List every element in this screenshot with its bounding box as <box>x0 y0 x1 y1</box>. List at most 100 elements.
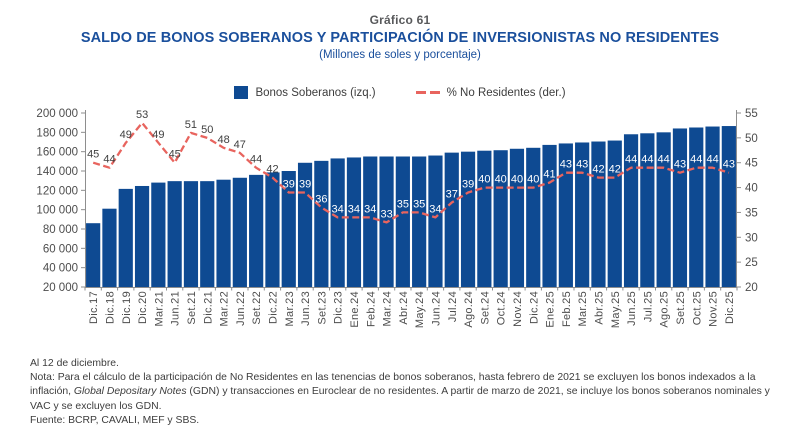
svg-text:20: 20 <box>745 282 758 294</box>
svg-text:Set.23: Set.23 <box>316 291 328 325</box>
svg-text:39: 39 <box>299 179 311 191</box>
svg-text:Mar.23: Mar.23 <box>284 291 296 326</box>
svg-text:Mar.21: Mar.21 <box>153 291 165 326</box>
svg-text:Dic.23: Dic.23 <box>333 291 345 324</box>
svg-text:Oct.24: Oct.24 <box>496 291 508 325</box>
svg-text:42: 42 <box>592 164 604 176</box>
chart-legend: Bonos Soberanos (izq.) % No Residentes (… <box>0 86 800 99</box>
svg-text:Set.21: Set.21 <box>186 291 198 325</box>
chart-number: Gráfico 61 <box>369 13 431 27</box>
svg-text:45: 45 <box>745 158 758 170</box>
svg-text:33: 33 <box>380 208 392 220</box>
svg-text:44: 44 <box>625 154 637 166</box>
svg-text:45: 45 <box>87 149 99 161</box>
svg-text:Jul.25: Jul.25 <box>642 291 654 322</box>
svg-text:34: 34 <box>429 203 441 215</box>
svg-text:Jun.21: Jun.21 <box>170 291 182 326</box>
svg-text:Feb.24: Feb.24 <box>365 291 377 327</box>
svg-text:May.25: May.25 <box>610 291 622 328</box>
footnotes: Al 12 de diciembre. Nota: Para el cálcul… <box>30 357 780 428</box>
svg-text:44: 44 <box>250 154 262 166</box>
source-note: Fuente: BCRP, CAVALI, MEF y SBS. <box>30 414 200 426</box>
line-series-dash-icon <box>415 91 440 94</box>
legend-item-line: % No Residentes (der.) <box>415 86 566 99</box>
right-axis-labels: 55 50 45 40 35 30 25 20 <box>737 108 758 294</box>
note-text-after: (GDN) y transacciones en Euroclear de no… <box>30 386 770 412</box>
svg-text:Dic.25: Dic.25 <box>724 291 736 324</box>
legend-line-label: % No Residentes (der.) <box>446 86 566 99</box>
svg-text:37: 37 <box>446 189 458 201</box>
svg-text:43: 43 <box>560 159 572 171</box>
svg-text:34: 34 <box>331 203 343 215</box>
svg-text:Dic.24: Dic.24 <box>528 291 540 324</box>
svg-text:Jun.25: Jun.25 <box>626 291 638 326</box>
asof-note: Al 12 de diciembre. <box>30 358 119 369</box>
svg-text:Dic.18: Dic.18 <box>104 291 116 324</box>
svg-text:40: 40 <box>527 174 539 186</box>
svg-text:35: 35 <box>397 198 409 210</box>
svg-text:Dic.22: Dic.22 <box>267 291 279 324</box>
x-axis-labels: Dic.17 Dic.18 Dic.19 Dic.20 Mar.21 Jun.21 Set.… <box>88 291 736 328</box>
svg-text:34: 34 <box>348 203 360 215</box>
svg-text:25: 25 <box>745 257 758 269</box>
svg-text:41: 41 <box>543 169 555 181</box>
svg-text:40 000: 40 000 <box>43 263 78 275</box>
svg-text:47: 47 <box>234 139 246 151</box>
bar-series-swatch-icon <box>234 86 249 99</box>
svg-text:Jun.23: Jun.23 <box>300 291 312 326</box>
axes <box>84 110 738 291</box>
svg-text:160 000: 160 000 <box>36 147 78 159</box>
svg-text:May.24: May.24 <box>414 291 426 328</box>
combo-chart: 200 000 180 000 160 000 140 000 120 000 100 0… <box>36 108 758 328</box>
page-title: SALDO DE BONOS SOBERANOS Y PARTICIPACIÓN… <box>80 30 720 46</box>
svg-text:Dic.17: Dic.17 <box>88 291 100 324</box>
svg-text:43: 43 <box>674 159 686 171</box>
svg-text:44: 44 <box>103 154 115 166</box>
note-text-before: Nota: Para el cálculo de la participació… <box>30 372 756 398</box>
svg-text:34: 34 <box>364 203 376 215</box>
svg-text:Feb.25: Feb.25 <box>561 291 573 327</box>
svg-text:48: 48 <box>217 134 229 146</box>
chart-header: Gráfico 61 SALDO DE BONOS SOBERANOS Y PA… <box>0 13 800 61</box>
svg-text:39: 39 <box>283 179 295 191</box>
line-point-labels: 45 44 49 53 49 45 51 50 48 47 44 42 39 39 36 34 34 34 33 35… <box>87 109 735 220</box>
svg-text:49: 49 <box>120 129 132 141</box>
svg-text:39: 39 <box>462 179 474 191</box>
svg-text:Set.25: Set.25 <box>675 291 687 325</box>
svg-text:40: 40 <box>511 174 523 186</box>
svg-text:53: 53 <box>136 109 148 121</box>
svg-text:80 000: 80 000 <box>43 224 78 236</box>
svg-text:Ago.25: Ago.25 <box>659 291 671 328</box>
svg-text:Nov.25: Nov.25 <box>708 291 720 327</box>
svg-text:Ene.25: Ene.25 <box>545 291 557 328</box>
svg-text:Ago.24: Ago.24 <box>463 291 475 328</box>
svg-text:50: 50 <box>745 133 758 145</box>
bar-series <box>86 126 736 287</box>
svg-text:40: 40 <box>478 174 490 186</box>
svg-text:180 000: 180 000 <box>36 127 78 139</box>
svg-text:20 000: 20 000 <box>43 282 78 294</box>
svg-text:Jul.24: Jul.24 <box>447 291 459 322</box>
svg-text:49: 49 <box>152 129 164 141</box>
svg-text:Abr.24: Abr.24 <box>398 291 410 325</box>
svg-text:Abr.25: Abr.25 <box>593 291 605 325</box>
method-note: Nota: Para el cálculo de la participació… <box>30 371 780 414</box>
svg-text:Dic.20: Dic.20 <box>137 291 149 324</box>
svg-text:44: 44 <box>641 154 653 166</box>
svg-text:120 000: 120 000 <box>36 185 78 197</box>
svg-text:30: 30 <box>745 232 758 244</box>
chart-subtitle: (Millones de soles y porcentaje) <box>319 49 481 61</box>
legend-bars-label: Bonos Soberanos (izq.) <box>255 86 376 99</box>
svg-text:40: 40 <box>745 183 758 195</box>
svg-text:43: 43 <box>576 159 588 171</box>
svg-text:42: 42 <box>266 164 278 176</box>
legend-item-bars: Bonos Soberanos (izq.) <box>234 86 376 99</box>
svg-text:Set.22: Set.22 <box>251 291 263 325</box>
svg-text:43: 43 <box>723 159 735 171</box>
svg-text:200 000: 200 000 <box>36 108 78 120</box>
svg-text:55: 55 <box>745 108 758 120</box>
svg-text:35: 35 <box>413 198 425 210</box>
svg-text:Mar.22: Mar.22 <box>219 291 231 326</box>
svg-text:Jun.22: Jun.22 <box>235 291 247 326</box>
svg-text:42: 42 <box>609 164 621 176</box>
